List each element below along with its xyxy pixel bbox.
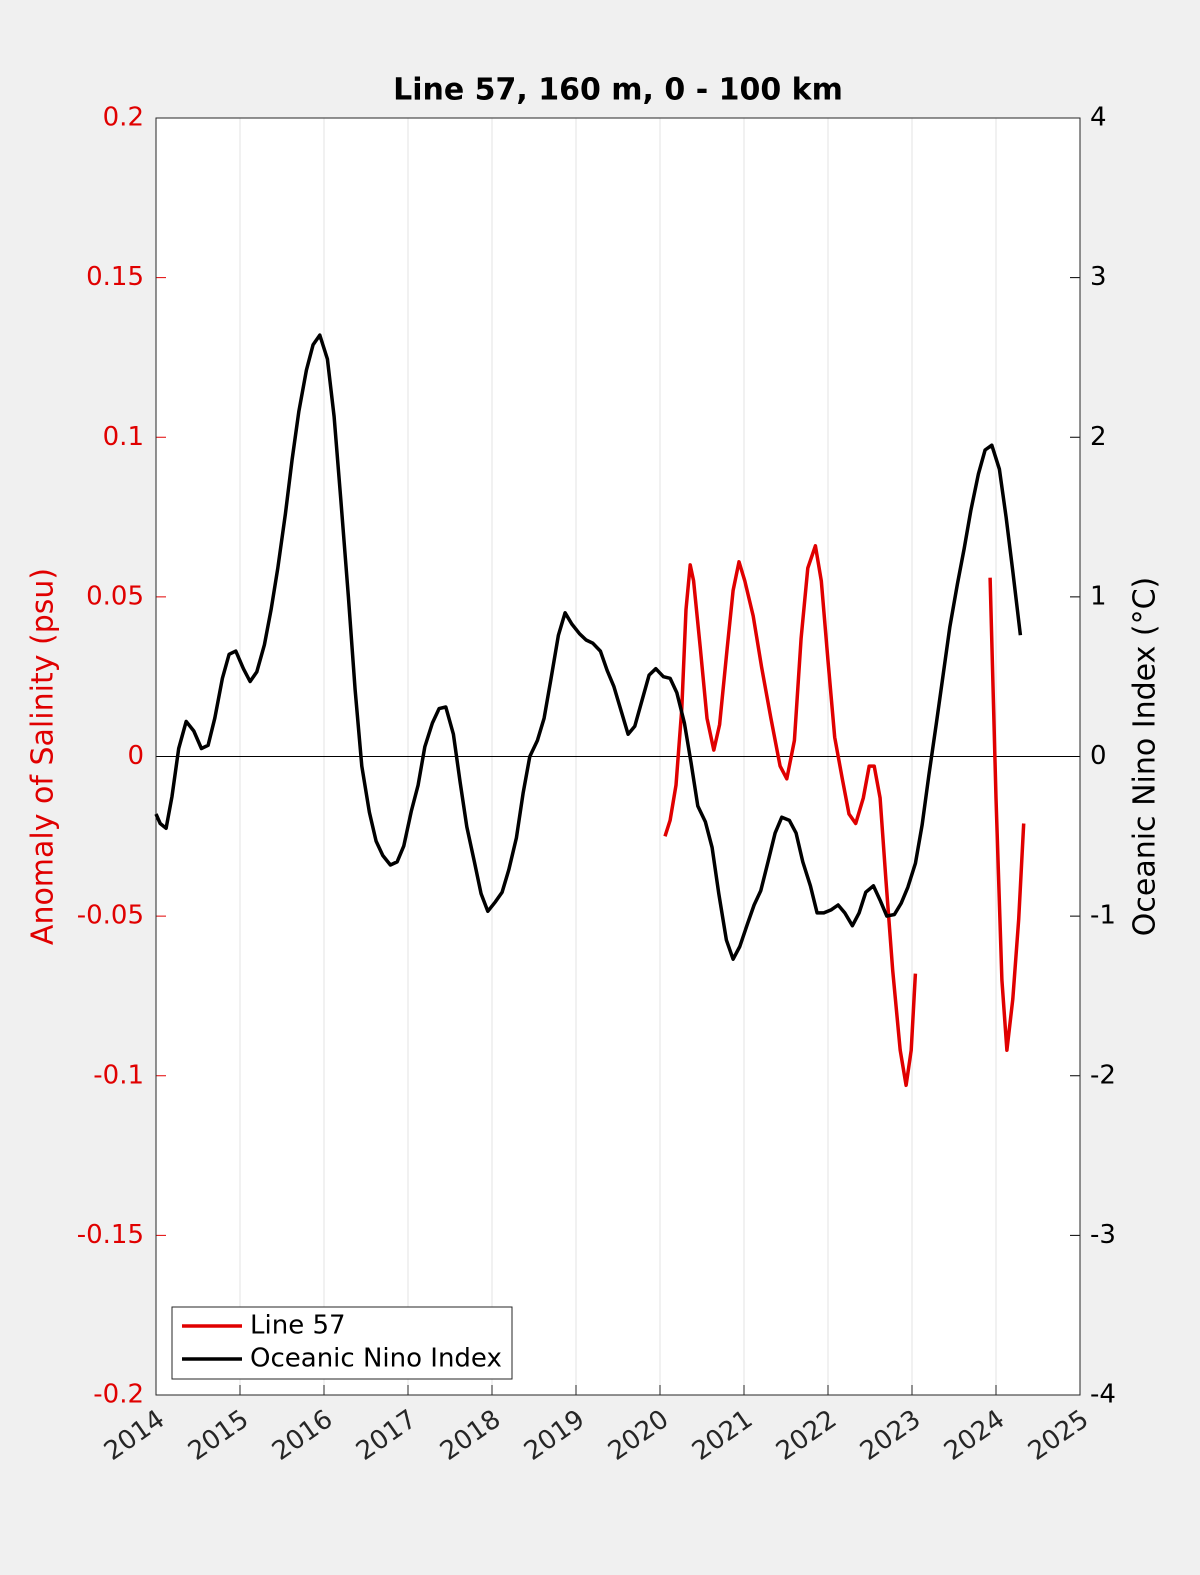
y-tick-label: 0.1: [103, 422, 144, 452]
y2-tick-label: 4: [1090, 103, 1107, 133]
y2-tick-label: -1: [1090, 901, 1116, 931]
legend-label: Oceanic Nino Index: [250, 1344, 502, 1374]
y-tick-label: -0.05: [77, 901, 144, 931]
y-axis-label: Anomaly of Salinity (psu): [26, 568, 61, 945]
x-tick-label: 2024: [939, 1404, 1010, 1467]
x-tick-label: 2017: [351, 1404, 422, 1467]
x-tick-label: 2014: [99, 1404, 170, 1467]
x-tick-label: 2022: [771, 1404, 842, 1467]
x-tick-label: 2020: [603, 1404, 674, 1467]
x-tick-label: 2015: [183, 1404, 254, 1467]
y2-tick-label: -3: [1090, 1220, 1116, 1250]
axes-frame: [155, 117, 1081, 1396]
x-tick-label: 2025: [1023, 1404, 1094, 1467]
x-tick-label: 2019: [519, 1404, 590, 1467]
y2-tick-label: 3: [1090, 262, 1107, 292]
y-tick-label: 0: [127, 741, 144, 771]
y2-tick-label: 1: [1090, 581, 1107, 611]
y-tick-label: 0.15: [86, 262, 144, 292]
x-tick-label: 2021: [687, 1404, 758, 1467]
y-tick-label: -0.1: [93, 1060, 144, 1090]
data-line: [663, 544, 1026, 1088]
y2-tick-label: -2: [1090, 1060, 1116, 1090]
data-line: [154, 333, 1023, 961]
x-tick-label: 2018: [435, 1404, 506, 1467]
y2-tick-label: 2: [1090, 422, 1107, 452]
x-tick-label: 2016: [267, 1404, 338, 1467]
y-tick-label: -0.2: [93, 1380, 144, 1410]
legend-box: [171, 1306, 513, 1380]
chart-title: Line 57, 160 m, 0 - 100 km: [393, 73, 843, 108]
y2-tick-label: 0: [1090, 741, 1107, 771]
x-tick-label: 2023: [855, 1404, 926, 1467]
y2-axis-label: Oceanic Nino Index (°C): [1128, 577, 1163, 937]
y-tick-label: 0.05: [86, 581, 144, 611]
legend-label: Line 57: [250, 1311, 346, 1341]
y2-tick-label: -4: [1090, 1380, 1116, 1410]
y-tick-label: 0.2: [103, 103, 144, 133]
y-tick-label: -0.15: [77, 1220, 144, 1250]
